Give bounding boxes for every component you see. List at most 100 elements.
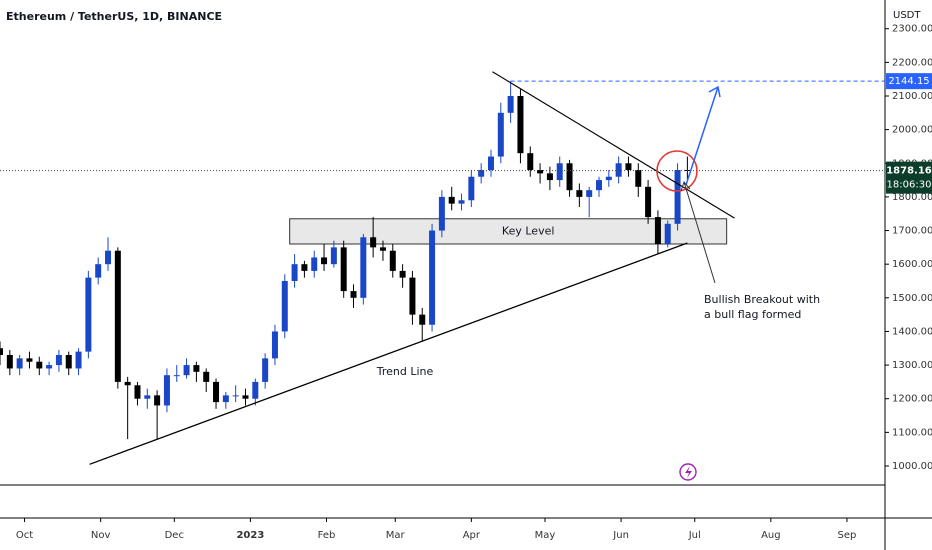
candle-body — [154, 395, 161, 406]
candle-body — [645, 186, 652, 218]
candle-body — [144, 395, 151, 399]
candle-body — [664, 223, 671, 244]
candle-body — [6, 354, 13, 369]
candle-body — [487, 156, 494, 170]
candle-body — [301, 264, 308, 271]
candle-body — [556, 163, 563, 181]
candle-body — [222, 395, 229, 403]
candle-body — [566, 163, 573, 191]
candle-body — [340, 247, 347, 292]
candle-body — [0, 348, 3, 355]
x-tick-label: 2023 — [236, 530, 264, 541]
candle-body — [36, 361, 43, 369]
candle-body — [173, 375, 180, 377]
y-tick-label: 1600.00 — [892, 259, 932, 270]
x-tick-label: Jun — [612, 530, 629, 541]
countdown-label: 18:06:30 — [887, 180, 932, 191]
key-level-label: Key Level — [502, 224, 554, 237]
candle-body — [409, 277, 416, 315]
y-tick-label: 2000.00 — [892, 125, 932, 136]
x-tick-label: Dec — [165, 530, 184, 541]
candle-body — [26, 358, 33, 362]
candle-body — [576, 190, 583, 197]
candle-body — [370, 237, 377, 248]
candle-body — [232, 395, 239, 397]
y-tick-label: 1300.00 — [892, 360, 932, 371]
candle-body — [605, 176, 612, 181]
candle-body — [65, 354, 72, 369]
y-tick-label: 1100.00 — [892, 427, 932, 438]
y-tick-label: 2200.00 — [892, 57, 932, 68]
resistance-tag-label: 2144.15 — [888, 76, 929, 87]
candle-body — [242, 395, 249, 399]
candle-body — [134, 385, 141, 399]
candle-body — [321, 257, 328, 265]
candle-body — [183, 365, 190, 376]
y-tick-label: 1800.00 — [892, 192, 932, 203]
candle-body — [527, 153, 534, 170]
x-tick-label: Oct — [16, 530, 33, 541]
candle-body — [615, 163, 622, 177]
x-tick-label: Aug — [761, 530, 781, 541]
y-tick-label: 1000.00 — [892, 461, 932, 472]
candle-body — [438, 196, 445, 231]
breakout-note: a bull flag formed — [704, 308, 801, 321]
y-tick-label: 1500.00 — [892, 293, 932, 304]
candle-body — [586, 190, 593, 197]
breakout-circle — [656, 150, 698, 192]
candle-body — [124, 381, 131, 386]
candle-body — [252, 381, 259, 399]
event-icon-bolt — [685, 466, 692, 478]
down-trend-line — [492, 71, 735, 219]
price-axis: 1000.00 1100.00 1200.00 1300.00 1400.00 1500.… — [16, 24, 932, 541]
y-tick-label: 2100.00 — [892, 91, 932, 102]
candle-body — [654, 217, 661, 244]
candle-body — [389, 250, 396, 271]
candle-body — [281, 280, 288, 332]
x-tick-label: Feb — [318, 530, 336, 541]
candle-body — [330, 247, 337, 265]
x-tick-label: Nov — [91, 530, 111, 541]
candle-body — [291, 264, 298, 281]
chart-title: Ethereum / TetherUS, 1D, BINANCE — [6, 10, 222, 23]
candle-body — [419, 314, 426, 325]
resistance-tag — [886, 73, 932, 90]
candle-body — [16, 358, 23, 369]
x-tick-label: Apr — [463, 530, 481, 541]
candle-body — [399, 270, 406, 278]
candle-body — [213, 381, 220, 403]
candle-body — [55, 354, 62, 366]
candle-body — [85, 277, 92, 352]
candle-body — [46, 365, 53, 369]
y-tick-label: 1400.00 — [892, 326, 932, 337]
candle-body — [546, 173, 553, 181]
event-icon — [679, 463, 697, 481]
candle-body — [448, 196, 455, 204]
last-price-tag — [886, 161, 932, 194]
candle-body — [458, 200, 465, 204]
candle-body — [193, 365, 200, 372]
x-tick-label: Jul — [688, 530, 701, 541]
candle-body — [203, 371, 210, 382]
candle-body — [674, 169, 681, 224]
y-tick-label: 2300.00 — [892, 24, 932, 35]
candle-body — [95, 264, 102, 278]
x-tick-label: Mar — [386, 530, 406, 541]
candle-body — [429, 230, 436, 325]
candle-body — [468, 176, 475, 201]
candle-body — [271, 331, 278, 359]
x-tick-label: May — [535, 530, 556, 541]
candle-body — [596, 180, 603, 191]
last-price-label: 1878.16 — [886, 166, 932, 177]
note-arrow — [680, 181, 716, 284]
candle-body — [625, 163, 632, 170]
candle-body — [537, 169, 544, 174]
candle-body — [360, 237, 367, 298]
candle-body — [478, 169, 485, 177]
candle-body — [350, 291, 357, 298]
candle-body — [262, 358, 269, 382]
candle-body — [517, 95, 524, 154]
candle-body — [311, 257, 318, 271]
